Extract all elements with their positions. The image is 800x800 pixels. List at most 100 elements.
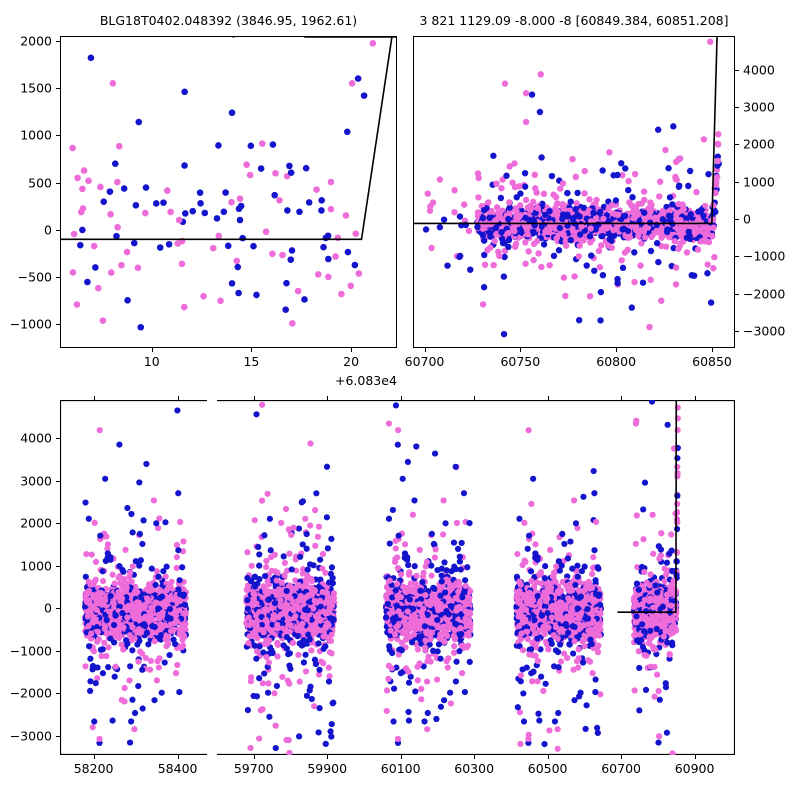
ytick-label-top-left-2: 0 bbox=[44, 222, 52, 238]
xtick-bottom-8 bbox=[694, 755, 696, 759]
ytick-bottom-1 bbox=[56, 693, 60, 695]
xtick-bottom-2 bbox=[253, 755, 255, 759]
ytick-label-top-right-2: −1000 bbox=[743, 248, 786, 264]
ytick-label-top-right-4: 1000 bbox=[743, 174, 775, 190]
xtick-label-top-left-2: 20 bbox=[343, 354, 360, 369]
ytick-top-right-7 bbox=[735, 69, 739, 71]
xtick-top-right-0 bbox=[424, 348, 426, 352]
xtick-bottom-top-4 bbox=[400, 396, 402, 400]
panel-top-left-title: BLG18T0402.048392 (3846.95, 1962.61) bbox=[99, 13, 358, 28]
ytick-bottom-0 bbox=[56, 735, 60, 737]
panel-top-left-plotarea bbox=[60, 36, 397, 348]
xtick-bottom-top-3 bbox=[327, 396, 329, 400]
ytick-label-bottom-7: 4000 bbox=[20, 430, 52, 446]
ytick-label-top-right-7: 4000 bbox=[743, 62, 775, 78]
panel-top-right-canvas bbox=[414, 37, 722, 338]
ytick-label-top-right-0: −3000 bbox=[743, 323, 786, 339]
ytick-label-top-left-0: −1000 bbox=[9, 316, 52, 332]
xtick-label-top-right-2: 60800 bbox=[596, 354, 637, 369]
panel-top-left: BLG18T0402.048392 (3846.95, 1962.61) bbox=[60, 14, 397, 348]
ytick-label-bottom-6: 3000 bbox=[20, 473, 52, 489]
xtick-bottom-6 bbox=[547, 755, 549, 759]
xtick-bottom-top-0 bbox=[93, 396, 95, 400]
xtick-bottom-7 bbox=[621, 755, 623, 759]
ytick-bottom-7 bbox=[56, 438, 60, 440]
ytick-bottom-6 bbox=[56, 480, 60, 482]
panel-top-left-canvas bbox=[61, 37, 396, 331]
ytick-label-bottom-5: 2000 bbox=[20, 515, 52, 531]
xtick-top-left-0 bbox=[151, 348, 153, 352]
ytick-label-top-right-1: −2000 bbox=[743, 286, 786, 302]
ytick-label-top-left-6: 2000 bbox=[20, 33, 52, 49]
xtick-bottom-3 bbox=[327, 755, 329, 759]
ytick-label-top-right-6: 3000 bbox=[743, 99, 775, 115]
ytick-bottom-5 bbox=[56, 523, 60, 525]
ytick-bottom-2 bbox=[56, 650, 60, 652]
ytick-label-bottom-1: −2000 bbox=[9, 685, 52, 701]
xtick-top-left-1 bbox=[251, 348, 253, 352]
xtick-top-right-1 bbox=[520, 348, 522, 352]
ytick-label-bottom-2: −1000 bbox=[9, 643, 52, 659]
ytick-top-right-2 bbox=[735, 256, 739, 258]
ytick-label-top-right-5: 2000 bbox=[743, 136, 775, 152]
xtick-bottom-top-2 bbox=[253, 396, 255, 400]
ytick-label-top-left-4: 1000 bbox=[20, 127, 52, 143]
panel-top-right: 3 821 1129.09 -8.000 -8 [60849.384, 6085… bbox=[413, 14, 735, 348]
ytick-label-top-left-1: −500 bbox=[17, 269, 52, 285]
panel-bottom-canvas bbox=[60, 400, 735, 755]
ytick-label-top-right-3: 0 bbox=[743, 211, 751, 227]
xtick-bottom-4 bbox=[400, 755, 402, 759]
ytick-top-left-4 bbox=[56, 135, 60, 137]
xtick-label-bottom-0: 58200 bbox=[73, 761, 114, 776]
ytick-top-right-1 bbox=[735, 293, 739, 295]
xtick-bottom-top-5 bbox=[474, 396, 476, 400]
panel-bottom-plotarea bbox=[60, 400, 735, 755]
xtick-label-bottom-1: 58400 bbox=[157, 761, 198, 776]
ytick-top-left-3 bbox=[56, 182, 60, 184]
ytick-top-left-1 bbox=[56, 277, 60, 279]
xtick-bottom-top-7 bbox=[621, 396, 623, 400]
xtick-bottom-1 bbox=[177, 755, 179, 759]
xtick-label-top-right-3: 60850 bbox=[692, 354, 732, 369]
xtick-label-top-right-1: 60750 bbox=[500, 354, 541, 369]
xtick-top-right-2 bbox=[616, 348, 618, 352]
ytick-top-left-6 bbox=[56, 40, 60, 42]
xtick-bottom-top-1 bbox=[177, 396, 179, 400]
xtick-bottom-top-8 bbox=[694, 396, 696, 400]
xtick-label-bottom-3: 59900 bbox=[307, 761, 348, 776]
ytick-top-left-2 bbox=[56, 229, 60, 231]
xtick-label-bottom-5: 60300 bbox=[454, 761, 495, 776]
xtick-label-top-right-0: 60700 bbox=[404, 354, 445, 369]
ytick-top-left-5 bbox=[56, 88, 60, 89]
panel-bottom bbox=[60, 400, 735, 755]
ytick-top-right-3 bbox=[735, 219, 739, 221]
panel-top-right-title: 3 821 1129.09 -8.000 -8 [60849.384, 6085… bbox=[419, 13, 729, 28]
xtick-label-bottom-8: 60900 bbox=[674, 761, 715, 776]
ytick-top-right-4 bbox=[735, 181, 739, 183]
ytick-label-bottom-0: −3000 bbox=[9, 728, 52, 744]
xtick-label-bottom-4: 60100 bbox=[380, 761, 421, 776]
xtick-label-top-left-0: 10 bbox=[143, 354, 160, 369]
ytick-top-right-5 bbox=[735, 144, 739, 146]
ytick-top-right-0 bbox=[735, 331, 739, 333]
xtick-top-left-2 bbox=[351, 348, 353, 352]
ytick-top-right-6 bbox=[735, 106, 739, 108]
xtick-bottom-5 bbox=[474, 755, 476, 759]
ytick-bottom-3 bbox=[56, 608, 60, 610]
ytick-top-left-0 bbox=[56, 324, 60, 326]
xtick-bottom-top-6 bbox=[547, 396, 549, 400]
xtick-label-top-left-1: 15 bbox=[243, 354, 260, 369]
ytick-bottom-4 bbox=[56, 565, 60, 567]
ytick-label-top-left-3: 500 bbox=[28, 175, 52, 191]
ytick-label-top-left-5: 1500 bbox=[20, 80, 52, 96]
ytick-label-bottom-3: 0 bbox=[44, 600, 52, 616]
xtick-top-right-3 bbox=[712, 348, 713, 352]
xtick-bottom-0 bbox=[93, 755, 95, 759]
xtick-label-bottom-2: 59700 bbox=[233, 761, 274, 776]
panel-top-right-plotarea bbox=[413, 36, 735, 348]
xtick-label-bottom-6: 60500 bbox=[527, 761, 568, 776]
xtick-label-bottom-7: 60700 bbox=[601, 761, 641, 776]
x-offset-label-top-left: +6.083e4 bbox=[335, 373, 397, 388]
ytick-label-bottom-4: 1000 bbox=[20, 558, 52, 574]
